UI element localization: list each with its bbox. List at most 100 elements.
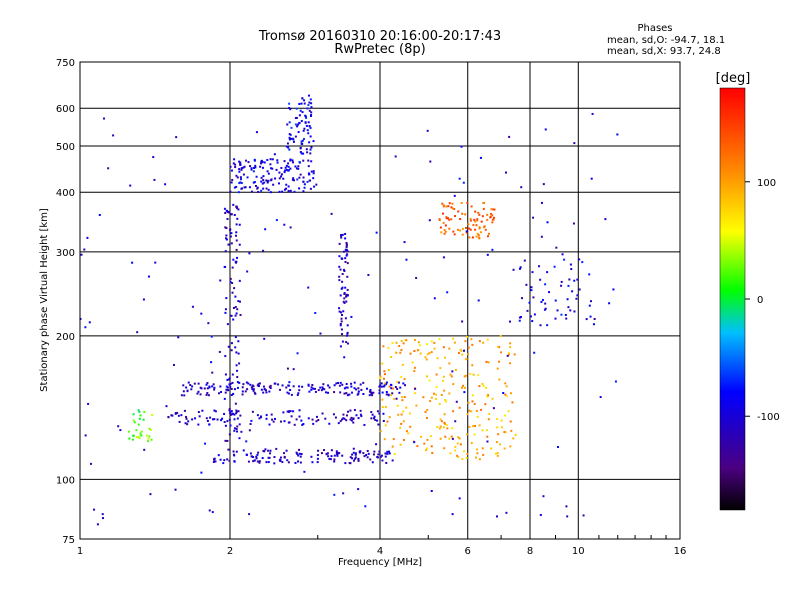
data-point — [241, 386, 244, 389]
data-point — [452, 410, 455, 413]
data-point — [152, 156, 155, 159]
data-point — [282, 177, 285, 180]
data-point — [267, 461, 270, 464]
data-point — [147, 437, 150, 440]
data-point — [307, 417, 310, 420]
data-point — [287, 384, 290, 387]
data-point — [307, 94, 310, 97]
data-point — [308, 125, 311, 128]
data-point — [269, 191, 272, 194]
data-point — [380, 454, 383, 457]
data-point — [373, 450, 376, 453]
data-point — [274, 177, 277, 180]
data-point — [460, 349, 463, 352]
data-point — [129, 184, 132, 187]
data-point — [454, 420, 457, 423]
data-point — [306, 107, 309, 110]
data-point — [588, 273, 591, 276]
data-point — [269, 163, 272, 166]
data-point — [387, 346, 390, 349]
data-point — [238, 300, 241, 303]
data-point — [230, 342, 233, 345]
data-point — [525, 283, 528, 286]
data-point — [287, 146, 290, 149]
data-point — [228, 418, 231, 421]
data-point — [246, 176, 249, 179]
data-point — [300, 102, 303, 105]
data-point — [531, 320, 534, 323]
data-point — [302, 159, 305, 162]
data-point — [433, 297, 436, 300]
data-point — [225, 385, 228, 388]
data-point — [233, 427, 236, 430]
data-point — [145, 434, 148, 437]
data-point — [137, 409, 140, 412]
data-point — [164, 183, 167, 186]
data-point — [429, 160, 432, 163]
data-point — [257, 190, 260, 193]
data-point — [507, 351, 510, 354]
data-point — [439, 425, 442, 428]
data-point — [472, 373, 475, 376]
data-point — [403, 396, 406, 399]
data-point — [267, 449, 270, 452]
data-point — [217, 454, 220, 457]
data-point — [224, 439, 227, 442]
data-point — [293, 423, 296, 426]
data-point — [307, 383, 310, 386]
data-point — [345, 341, 348, 344]
data-point — [182, 390, 185, 393]
data-point — [297, 392, 300, 395]
data-point — [441, 202, 444, 205]
data-point — [232, 412, 235, 415]
data-point — [396, 387, 399, 390]
data-point — [288, 107, 291, 110]
data-point — [608, 302, 611, 305]
data-point — [382, 377, 385, 380]
data-point — [491, 221, 494, 224]
data-point — [260, 180, 263, 183]
data-point — [225, 388, 228, 391]
data-point — [307, 286, 310, 289]
data-point — [351, 457, 354, 460]
data-point — [357, 458, 360, 461]
data-point — [323, 449, 326, 452]
data-point — [143, 448, 146, 451]
data-point — [278, 177, 281, 180]
data-point — [337, 382, 340, 385]
data-point — [566, 515, 569, 518]
data-point — [593, 318, 596, 321]
data-point — [252, 388, 255, 391]
data-point — [476, 452, 479, 455]
data-point — [355, 414, 358, 417]
data-point — [340, 317, 343, 320]
data-point — [409, 352, 412, 355]
data-point — [396, 380, 399, 383]
data-point — [311, 461, 314, 464]
data-point — [477, 299, 480, 302]
data-point — [226, 458, 229, 461]
data-point — [485, 360, 488, 363]
data-point — [425, 358, 428, 361]
data-point — [294, 165, 297, 168]
data-point — [312, 172, 315, 175]
data-point — [459, 229, 462, 232]
data-point — [334, 416, 337, 419]
data-point — [280, 175, 283, 178]
data-point — [310, 386, 313, 389]
data-point — [150, 438, 153, 441]
colorbar — [719, 87, 746, 511]
data-point — [283, 171, 286, 174]
data-point — [565, 505, 568, 508]
data-point — [465, 226, 468, 229]
data-point — [445, 217, 448, 220]
data-point — [461, 233, 464, 236]
data-point — [341, 383, 344, 386]
data-point — [285, 168, 288, 171]
data-point — [235, 427, 238, 430]
data-point — [530, 286, 533, 289]
data-point — [461, 227, 464, 230]
data-point — [238, 182, 241, 185]
data-point — [296, 452, 299, 455]
x-tick-label: 16 — [674, 546, 687, 557]
